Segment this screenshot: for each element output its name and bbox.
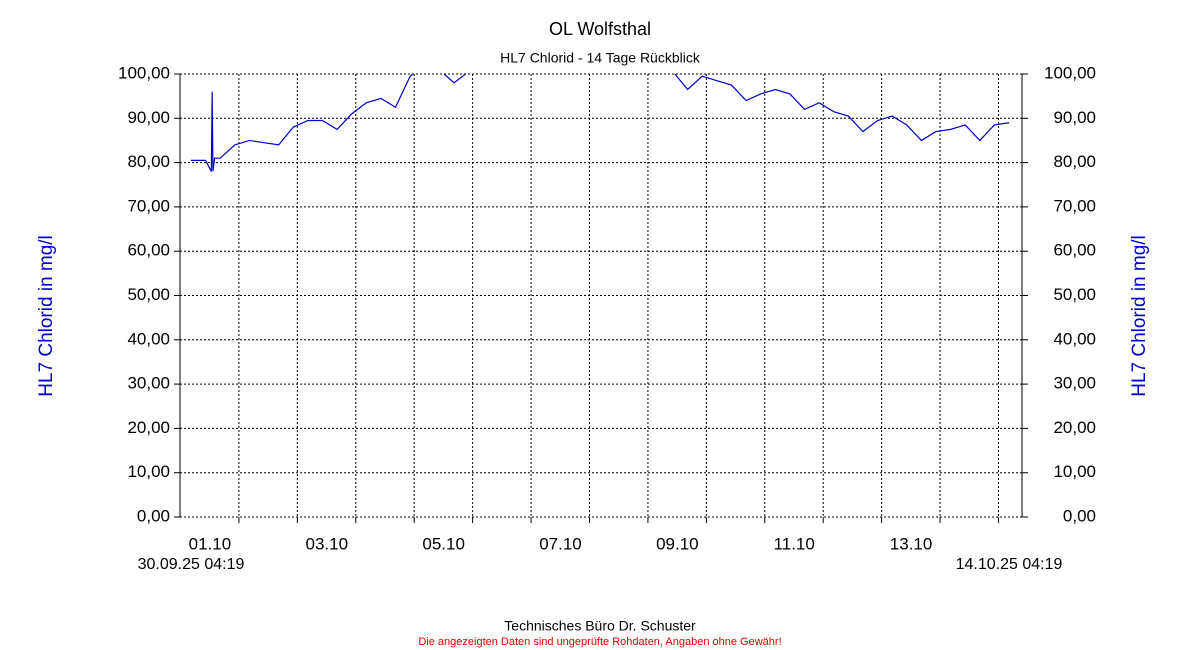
y-tick-label: 90,00: [127, 108, 170, 127]
chart-title: OL Wolfsthal: [549, 19, 651, 39]
y2-tick-label: 100,00: [1044, 63, 1096, 82]
y2-axis-label: HL7 Chlorid in mg/l: [1129, 235, 1150, 397]
y2-tick-label: 90,00: [1053, 108, 1096, 127]
x-end-label: 14.10.25 04:19: [956, 556, 1063, 573]
y2-tick-label: 20,00: [1053, 418, 1096, 437]
x-tick-label: 13.10: [890, 534, 933, 553]
y-tick-label: 40,00: [127, 329, 170, 348]
y2-tick-label: 0,00: [1063, 506, 1096, 525]
x-tick-label: 11.10: [774, 534, 815, 553]
x-tick-label: 01.10: [189, 534, 232, 553]
y-tick-label: 70,00: [127, 196, 170, 215]
y-tick-label: 60,00: [127, 241, 170, 260]
y2-tick-label: 50,00: [1053, 285, 1096, 304]
x-tick-label: 07.10: [539, 534, 582, 553]
footer: Technisches Büro Dr. Schuster: [504, 618, 696, 634]
y2-tick-label: 70,00: [1053, 196, 1096, 215]
x-start-label: 30.09.25 04:19: [138, 556, 245, 573]
y-tick-label: 10,00: [127, 462, 170, 481]
y-tick-label: 100,00: [118, 63, 170, 82]
chart-subtitle: HL7 Chlorid - 14 Tage Rückblick: [500, 50, 701, 66]
y-tick-label: 20,00: [127, 418, 170, 437]
data-line: [191, 74, 1010, 172]
y2-tick-label: 40,00: [1053, 329, 1096, 348]
y2-tick-label: 30,00: [1053, 374, 1096, 393]
x-tick-label: 05.10: [422, 534, 465, 553]
x-tick-label: 03.10: [306, 534, 349, 553]
y-tick-label: 30,00: [127, 374, 170, 393]
x-tick-label: 09.10: [656, 534, 699, 553]
y-axis-label: HL7 Chlorid in mg/l: [36, 235, 57, 397]
y2-tick-label: 80,00: [1053, 152, 1096, 171]
y-tick-label: 0,00: [137, 506, 170, 525]
y-tick-label: 80,00: [127, 152, 170, 171]
y2-tick-label: 60,00: [1053, 241, 1096, 260]
disclaimer: Die angezeigten Daten sind ungeprüfte Ro…: [418, 636, 781, 648]
y-tick-label: 50,00: [127, 285, 170, 304]
y2-tick-label: 10,00: [1053, 462, 1096, 481]
